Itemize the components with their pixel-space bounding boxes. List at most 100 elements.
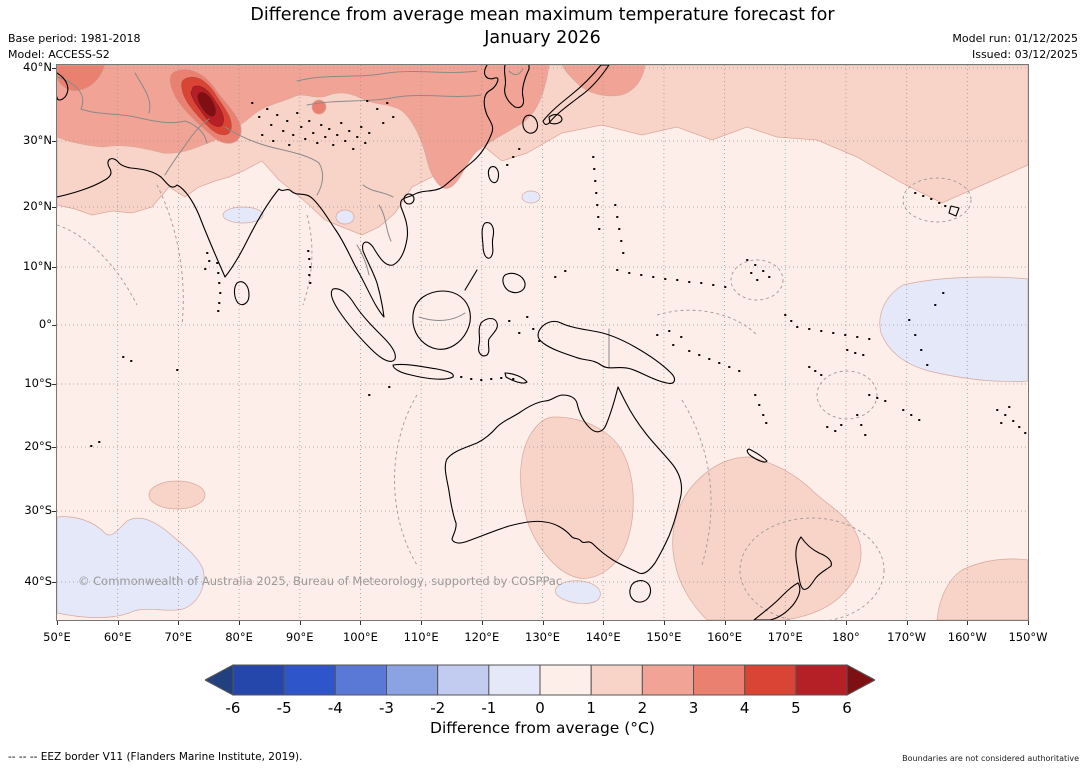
colorbar-tick-label: 1	[586, 699, 596, 717]
map-copyright: © Commonwealth of Australia 2025, Bureau…	[78, 574, 563, 588]
colorbar-segment	[232, 664, 285, 696]
colorbar-segment	[590, 664, 643, 696]
lat-tick-mark	[52, 582, 56, 583]
lat-tick-mark	[52, 447, 56, 448]
colorbar-tick-label: -2	[430, 699, 446, 717]
page-title-line1: Difference from average mean maximum tem…	[250, 5, 835, 25]
lat-tick-mark	[52, 68, 56, 69]
lon-tick-label: 50°E	[43, 630, 71, 644]
lat-tick-label: 30°N	[23, 133, 52, 147]
lon-tick-mark	[906, 621, 908, 625]
colorbar	[203, 664, 877, 696]
lon-tick-mark	[57, 621, 58, 625]
eez-borders	[57, 177, 972, 620]
anomaly-blue-myanmar	[335, 209, 355, 225]
colorbar-tick-label: -5	[276, 699, 292, 717]
lon-tick-mark	[967, 621, 969, 625]
lon-tick-label: 150°E	[646, 630, 682, 644]
lon-tick-mark	[1028, 621, 1030, 625]
eez-legend: -- -- -- EEZ border V11 (Flanders Marine…	[8, 751, 302, 763]
lat-tick-label: 10°S	[24, 376, 52, 390]
colorbar-tick-label: -1	[481, 699, 497, 717]
lon-tick-mark	[481, 621, 483, 625]
lon-tick-mark	[421, 621, 423, 625]
lon-tick-label: 140°E	[585, 630, 621, 644]
colorbar-segment	[539, 664, 592, 696]
anomaly-region-topleft-3-4	[57, 65, 106, 92]
coastlines	[57, 65, 960, 620]
colorbar-segment	[795, 664, 848, 696]
lon-tick-mark	[117, 621, 119, 625]
hotspot-gt6	[197, 92, 216, 117]
colorbar-segment	[641, 664, 695, 696]
anomaly-region-topmid-2-3	[561, 65, 646, 97]
lat-tick-label: 0°	[38, 317, 52, 331]
eez-legend-text: EEZ border V11 (Flanders Marine Institut…	[40, 751, 303, 763]
colorbar-segment	[488, 664, 541, 696]
lon-tick-label: 170°W	[887, 630, 927, 644]
lat-tick-label: 40°N	[23, 60, 52, 74]
lat-tick-mark	[52, 267, 56, 268]
forecast-map	[57, 65, 1028, 620]
anomaly-blue-luzon	[521, 190, 541, 204]
colorbar-segment	[437, 664, 490, 696]
lon-tick-mark	[724, 621, 726, 625]
colorbar-tick-label: 0	[535, 699, 545, 717]
colorbar-tick-label: 4	[739, 699, 750, 717]
anomaly-region-australia	[520, 416, 634, 579]
lat-tick-label: 10°N	[23, 259, 52, 273]
lat-tick-mark	[52, 325, 56, 326]
lon-tick-mark	[239, 621, 241, 625]
anomaly-blue-south-australia	[554, 580, 601, 604]
colorbar-segment	[693, 664, 746, 696]
lon-tick-mark	[542, 621, 544, 625]
colorbar-segment	[283, 664, 336, 696]
gridlines	[57, 65, 1028, 620]
lon-tick-mark	[603, 621, 605, 625]
colorbar-arrow-right	[846, 664, 877, 696]
eez-dash-sample: -- -- --	[8, 751, 38, 763]
anomaly-spot-3-4	[311, 99, 327, 115]
anomaly-region-eq-pacific-blue	[879, 276, 1028, 382]
colorbar-svg	[203, 664, 877, 696]
lon-tick-mark	[663, 621, 665, 625]
anomaly-region-southeast-pacific	[936, 558, 1028, 620]
colorbar-tick-label: 2	[637, 699, 648, 717]
model-label: Model: ACCESS-S2	[8, 48, 110, 61]
colorbar-tick-label: -3	[379, 699, 394, 717]
lat-tick-mark	[52, 384, 56, 385]
lon-tick-label: 170°E	[767, 630, 803, 644]
country-borders	[57, 68, 610, 369]
issued-label: Issued: 03/12/2025	[971, 48, 1078, 61]
anomaly-region-tasman-nz	[672, 456, 862, 620]
colorbar-segment	[744, 664, 797, 696]
colorbar-tick-label: -4	[327, 699, 343, 717]
lon-tick-label: 120°E	[464, 630, 500, 644]
lon-tick-mark	[845, 621, 847, 625]
lon-tick-label: 160°E	[707, 630, 743, 644]
lat-tick-mark	[52, 207, 56, 208]
lon-tick-mark	[360, 621, 362, 625]
island-dots	[90, 100, 1027, 447]
map-canvas	[56, 64, 1029, 621]
base-period-label: Base period: 1981-2018	[8, 32, 141, 45]
lon-tick-label: 100°E	[342, 630, 378, 644]
colorbar-tick-label: 6	[842, 699, 852, 717]
lon-tick-label: 90°E	[285, 630, 314, 644]
colorbar-label: Difference from average (°C)	[430, 719, 655, 737]
lat-tick-label: 40°S	[24, 574, 52, 588]
lat-tick-label: 20°N	[23, 199, 52, 213]
anomaly-blue-india	[222, 206, 264, 224]
anomaly-region-indianocean-patch	[148, 480, 206, 510]
lon-tick-label: 70°E	[164, 630, 193, 644]
lon-tick-mark	[785, 621, 787, 625]
lon-tick-label: 180°	[832, 630, 860, 644]
colorbar-tick-label: 5	[791, 699, 801, 717]
boundaries-disclaimer: Boundaries are not considered authoritat…	[902, 754, 1079, 763]
anomaly-region-north-band	[57, 65, 1028, 236]
lat-tick-label: 30°S	[24, 503, 52, 517]
lat-tick-mark	[52, 141, 56, 142]
lon-tick-label: 80°E	[225, 630, 253, 644]
lon-tick-label: 130°E	[525, 630, 560, 644]
